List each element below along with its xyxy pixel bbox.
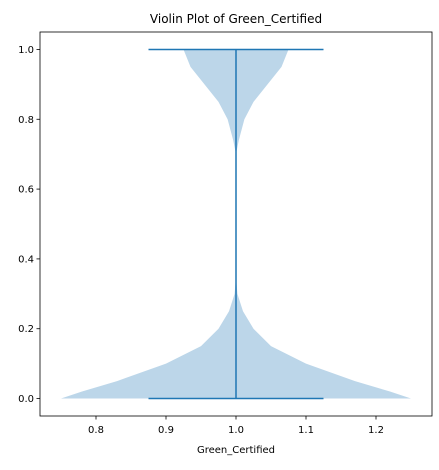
x-axis-label: Green_Certified — [197, 445, 275, 456]
x-tick-label: 0.9 — [158, 425, 174, 436]
x-tick-label: 1.0 — [228, 425, 244, 436]
y-tick-label: 1.0 — [18, 45, 34, 56]
y-tick-label: 0.6 — [18, 185, 34, 196]
y-axis: 0.0 0.2 0.4 0.6 0.8 1.0 — [18, 45, 40, 405]
plot-area — [61, 48, 411, 400]
y-tick-label: 0.8 — [18, 115, 34, 126]
x-axis: 0.8 0.9 1.0 1.1 1.2 — [88, 416, 384, 436]
y-tick-label: 0.0 — [18, 394, 34, 405]
x-tick-label: 1.2 — [368, 425, 384, 436]
y-tick-label: 0.4 — [18, 254, 34, 265]
y-tick-label: 0.2 — [18, 324, 34, 335]
x-tick-label: 0.8 — [88, 425, 104, 436]
x-tick-label: 1.1 — [298, 425, 314, 436]
chart-title: Violin Plot of Green_Certified — [150, 12, 322, 26]
